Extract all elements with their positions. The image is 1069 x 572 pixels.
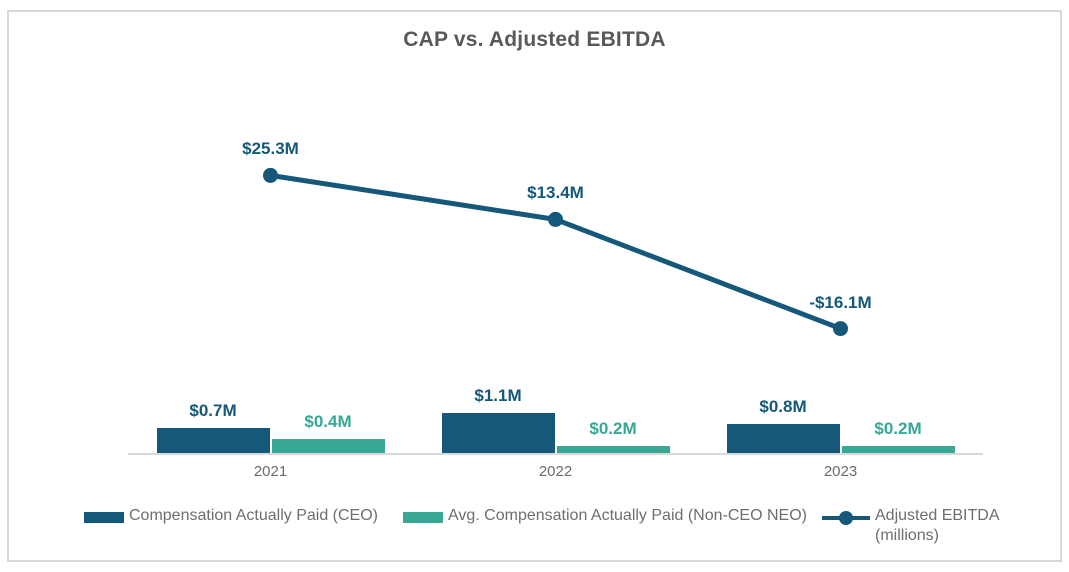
legend-item-cap-ceo: Compensation Actually Paid (CEO) [84,506,378,526]
legend-label: Avg. Compensation Actually Paid (Non-CEO… [448,507,807,524]
bar-cap-non-ceo-2022 [556,445,670,453]
legend-swatch-icon [403,512,443,523]
x-axis-label: 2022 [538,463,573,480]
legend-item-adjusted-ebitda: Adjusted EBITDA (millions) [822,506,1007,546]
line-data-label: -$16.1M [809,292,872,312]
line-marker-2023 [833,321,848,337]
bar-data-label: $0.2M [589,418,637,438]
bar-data-label: $0.7M [189,400,237,420]
line-marker-2022 [548,211,563,227]
x-axis-label: 2021 [253,463,288,480]
line-marker-2021 [263,167,278,183]
bar-data-label: $0.2M [874,418,922,438]
legend-line-marker-icon [822,506,870,529]
x-axis-line [128,453,983,455]
legend-swatch-icon [84,512,124,523]
bar-cap-non-ceo-2021 [271,438,385,453]
legend-item-cap-non-ceo: Avg. Compensation Actually Paid (Non-CEO… [403,506,807,526]
chart-outer-border [7,10,1062,562]
bar-cap-ceo-2021 [156,427,270,453]
line-data-label: $25.3M [242,139,299,159]
bar-cap-ceo-2022 [441,413,555,453]
bar-data-label: $0.8M [759,397,807,417]
bar-cap-ceo-2023 [726,424,840,453]
bar-cap-non-ceo-2023 [841,445,955,453]
chart-title: CAP vs. Adjusted EBITDA [403,28,666,51]
x-axis-label: 2023 [823,463,858,480]
legend-label: Compensation Actually Paid (CEO) [129,507,378,524]
line-data-label: $13.4M [527,183,584,203]
bar-data-label: $0.4M [304,411,352,431]
legend-label: Adjusted EBITDA (millions) [875,507,999,544]
bar-data-label: $1.1M [474,386,522,406]
